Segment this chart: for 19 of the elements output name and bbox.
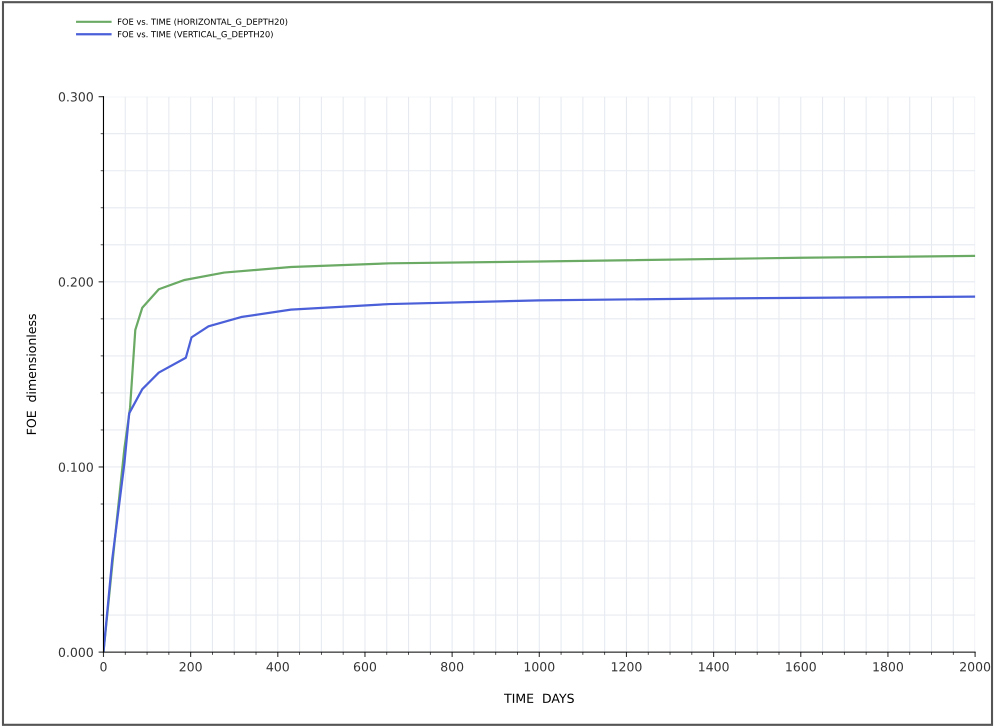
y-tick-label: 0.300 [58,92,93,102]
x-tick-label: 1200 [612,662,642,672]
x-tick-label: 200 [180,662,202,672]
x-tick-label: 1000 [524,662,554,672]
legend-label: FOE vs. TIME (HORIZONTAL_G_DEPTH20) [118,18,288,27]
x-tick-label: 2000 [960,662,990,672]
x-tick-label: 1600 [786,662,816,672]
y-axis-title: FOE dimensionless [26,314,36,434]
x-tick-label: 1400 [699,662,729,672]
y-tick-label: 0.200 [58,277,93,287]
legend-label: FOE vs. TIME (VERTICAL_G_DEPTH20) [118,30,273,40]
x-tick-label: 400 [266,662,289,672]
x-tick-label: 0 [100,662,107,672]
x-tick-label: 800 [441,662,464,672]
x-axis-title: TIME DAYS [504,694,574,704]
y-tick-label: 0.100 [58,462,93,472]
x-tick-label: 1800 [873,662,904,672]
y-tick-label: 0.000 [58,648,93,658]
x-tick-label: 600 [354,662,376,672]
